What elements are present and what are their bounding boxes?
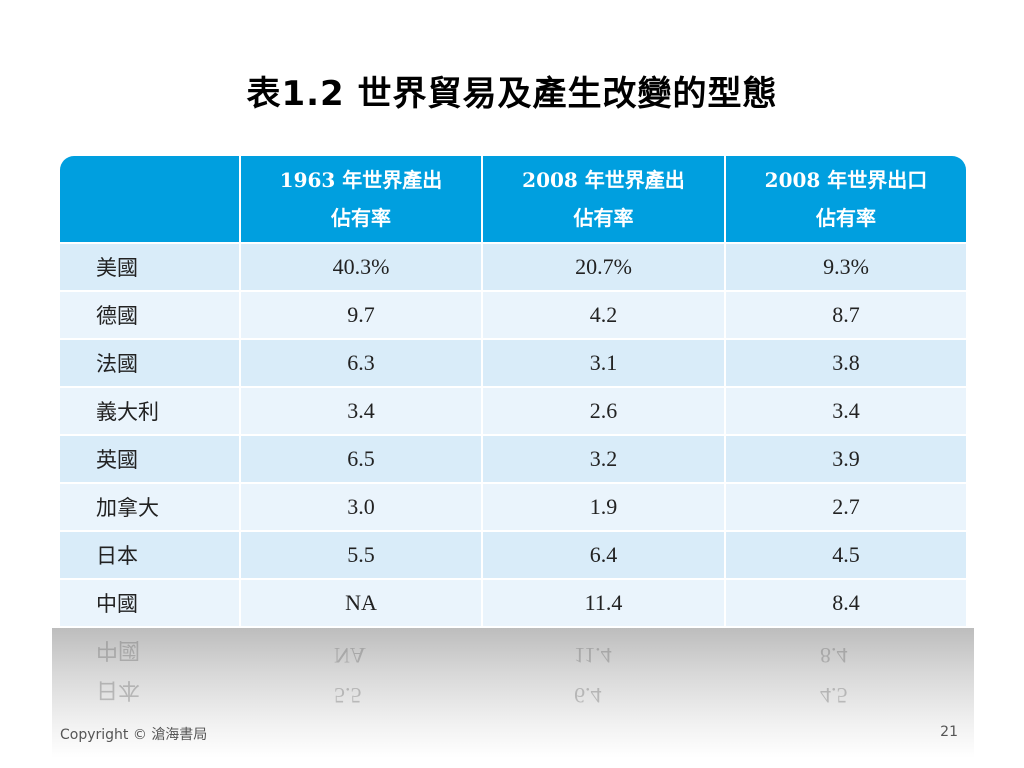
slide-title: 表1.2 世界貿易及產生改變的型態 xyxy=(246,74,778,114)
value-cell: 4.5 xyxy=(724,530,966,579)
trade-table: 1963 年世界產出 佔有率 2008 年世界產出 佔有率 2008 年世界出口… xyxy=(60,156,966,626)
country-cell: 英國 xyxy=(60,434,240,483)
reflection-cell: 11.4 xyxy=(574,643,612,668)
value-cell: 6.4 xyxy=(481,530,725,579)
table-row: 中國 NA 11.4 8.4 xyxy=(60,578,966,626)
reflection-cell: 中國 xyxy=(96,638,141,663)
reflection-ghost-text: 中國 NA 11.4 8.4 日本 5.5 6.4 4.5 xyxy=(52,636,974,716)
header-line: 佔有率 xyxy=(816,206,876,230)
value-cell: 3.4 xyxy=(724,386,966,435)
table-row: 加拿大 3.0 1.9 2.7 xyxy=(60,482,966,531)
table-row: 英國 6.5 3.2 3.9 xyxy=(60,434,966,483)
value-cell: 3.1 xyxy=(481,338,725,387)
reflection-row: 中國 NA 11.4 8.4 xyxy=(52,636,974,676)
value-cell: 3.2 xyxy=(481,434,725,483)
header-line: 1963 年世界產出 xyxy=(279,168,443,192)
reflection-cell: 日本 xyxy=(96,678,141,703)
value-cell: 2.6 xyxy=(481,386,725,435)
reflection-cell: 4.5 xyxy=(820,683,848,708)
reflection-cell: 5.5 xyxy=(334,683,362,708)
table-container: 1963 年世界產出 佔有率 2008 年世界產出 佔有率 2008 年世界出口… xyxy=(60,156,966,626)
value-cell: 2.7 xyxy=(724,482,966,531)
reflection-row: 日本 5.5 6.4 4.5 xyxy=(52,676,974,716)
value-cell: 1.9 xyxy=(481,482,725,531)
header-line: 2008 年世界產出 xyxy=(522,168,685,192)
header-1963-output-share: 1963 年世界產出 佔有率 xyxy=(239,156,482,243)
value-cell: 9.3% xyxy=(724,242,966,291)
value-cell: 3.0 xyxy=(239,482,482,531)
value-cell: 8.7 xyxy=(724,290,966,339)
country-cell: 中國 xyxy=(60,578,240,626)
country-cell: 日本 xyxy=(60,530,240,579)
table-row: 法國 6.3 3.1 3.8 xyxy=(60,338,966,387)
country-cell: 美國 xyxy=(60,242,240,291)
value-cell: 3.9 xyxy=(724,434,966,483)
country-cell: 法國 xyxy=(60,338,240,387)
table-reflection: 中國 NA 11.4 8.4 日本 5.5 6.4 4.5 xyxy=(52,628,974,758)
table-row: 日本 5.5 6.4 4.5 xyxy=(60,530,966,579)
value-cell: 11.4 xyxy=(481,578,725,626)
value-cell: NA xyxy=(239,578,482,626)
value-cell: 3.8 xyxy=(724,338,966,387)
value-cell: 6.3 xyxy=(239,338,482,387)
value-cell: 4.2 xyxy=(481,290,725,339)
country-cell: 加拿大 xyxy=(60,482,240,531)
value-cell: 40.3% xyxy=(239,242,482,291)
header-line: 2008 年世界出口 xyxy=(764,168,928,192)
header-line: 佔有率 xyxy=(573,206,634,230)
value-cell: 9.7 xyxy=(239,290,482,339)
table-header-row: 1963 年世界產出 佔有率 2008 年世界產出 佔有率 2008 年世界出口… xyxy=(60,156,966,243)
country-cell: 德國 xyxy=(60,290,240,339)
reflection-cell: 6.4 xyxy=(574,683,602,708)
header-line: 佔有率 xyxy=(331,206,391,230)
value-cell: 3.4 xyxy=(239,386,482,435)
reflection-cell: 8.4 xyxy=(820,643,848,668)
value-cell: 8.4 xyxy=(724,578,966,626)
country-cell: 義大利 xyxy=(60,386,240,435)
header-2008-output-share: 2008 年世界產出 佔有率 xyxy=(481,156,725,243)
reflection-cell: NA xyxy=(334,643,366,668)
value-cell: 6.5 xyxy=(239,434,482,483)
table-row: 義大利 3.4 2.6 3.4 xyxy=(60,386,966,435)
table-row: 德國 9.7 4.2 8.7 xyxy=(60,290,966,339)
page-number: 21 xyxy=(940,724,958,740)
header-country xyxy=(60,156,240,243)
value-cell: 5.5 xyxy=(239,530,482,579)
value-cell: 20.7% xyxy=(481,242,725,291)
table-row: 美國 40.3% 20.7% 9.3% xyxy=(60,242,966,291)
copyright-text: Copyright © 滄海書局 xyxy=(60,727,208,743)
header-2008-export-share: 2008 年世界出口 佔有率 xyxy=(724,156,966,243)
